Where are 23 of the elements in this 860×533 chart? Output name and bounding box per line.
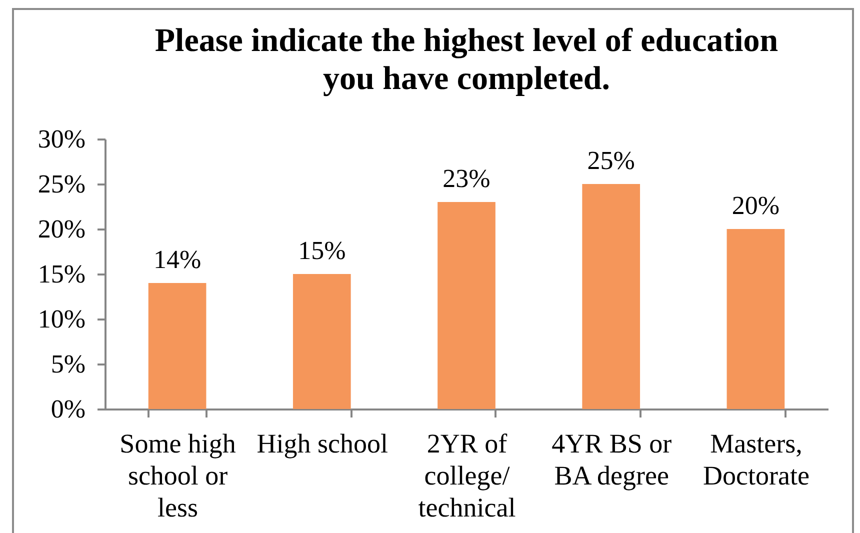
bar xyxy=(292,274,351,409)
bar xyxy=(438,202,496,409)
y-tick-label: 25% xyxy=(38,170,86,198)
chart-title: Please indicate the highest level of education you have completed. xyxy=(154,23,778,97)
data-label: 20% xyxy=(732,191,780,220)
x-tick-label: 4YR BS or BA degree xyxy=(552,428,672,490)
y-tick-label: 15% xyxy=(38,260,86,288)
y-tick-label: 0% xyxy=(50,394,86,424)
data-label: 25% xyxy=(587,146,635,175)
x-tick-label: Masters, Doctorate xyxy=(702,428,810,490)
y-tick-label: 20% xyxy=(38,214,86,244)
y-tick-label: 30% xyxy=(38,124,86,154)
bar xyxy=(148,283,206,409)
y-tick-label: 10% xyxy=(38,304,86,334)
x-tick-label: High school xyxy=(256,428,388,458)
x-tick-label: 2YR of college/ technical xyxy=(418,428,516,522)
data-label: 23% xyxy=(442,164,490,193)
data-label: 14% xyxy=(153,245,202,274)
x-tick-label: Some high school or less xyxy=(120,428,236,522)
data-label: 15% xyxy=(298,236,346,265)
y-tick-label: 5% xyxy=(50,350,86,378)
bar xyxy=(582,184,640,409)
bar xyxy=(726,229,785,409)
